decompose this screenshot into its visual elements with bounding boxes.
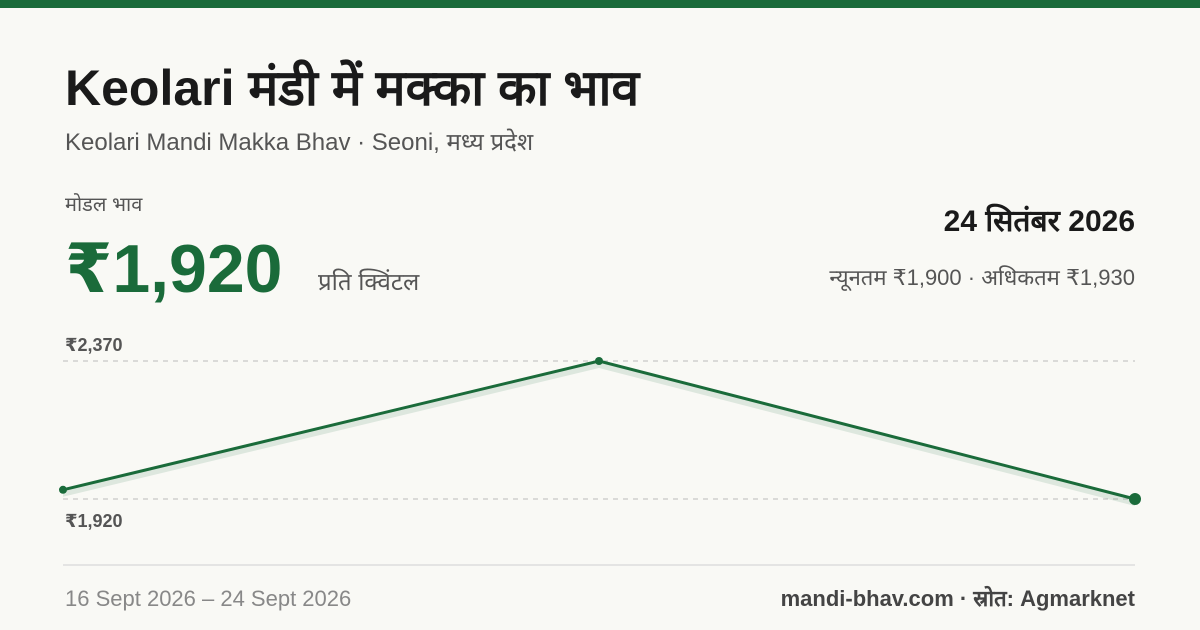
price-unit: प्रति क्विंटल	[318, 268, 420, 296]
subtitle: Keolari Mandi Makka Bhav · Seoni, मध्य प…	[65, 128, 534, 156]
date-range: 16 Sept 2026 – 24 Sept 2026	[65, 586, 351, 611]
point	[595, 357, 603, 365]
source: mandi-bhav.com · स्रोत: Agmarknet	[781, 585, 1136, 611]
min-max: न्यूनतम ₹1,900 · अधिकतम ₹1,930	[829, 265, 1135, 292]
date: 24 सितंबर 2026	[944, 203, 1135, 238]
point	[59, 485, 67, 494]
price: ₹1,920	[65, 231, 282, 307]
y-tick-label: ₹2,370	[65, 335, 123, 355]
y-tick-label: ₹1,920	[65, 511, 123, 531]
title: Keolari मंडी में मक्का का भाव	[65, 59, 641, 116]
price-label: मोडल भाव	[65, 193, 143, 216]
point	[1129, 493, 1141, 505]
top-bar	[0, 0, 1200, 8]
